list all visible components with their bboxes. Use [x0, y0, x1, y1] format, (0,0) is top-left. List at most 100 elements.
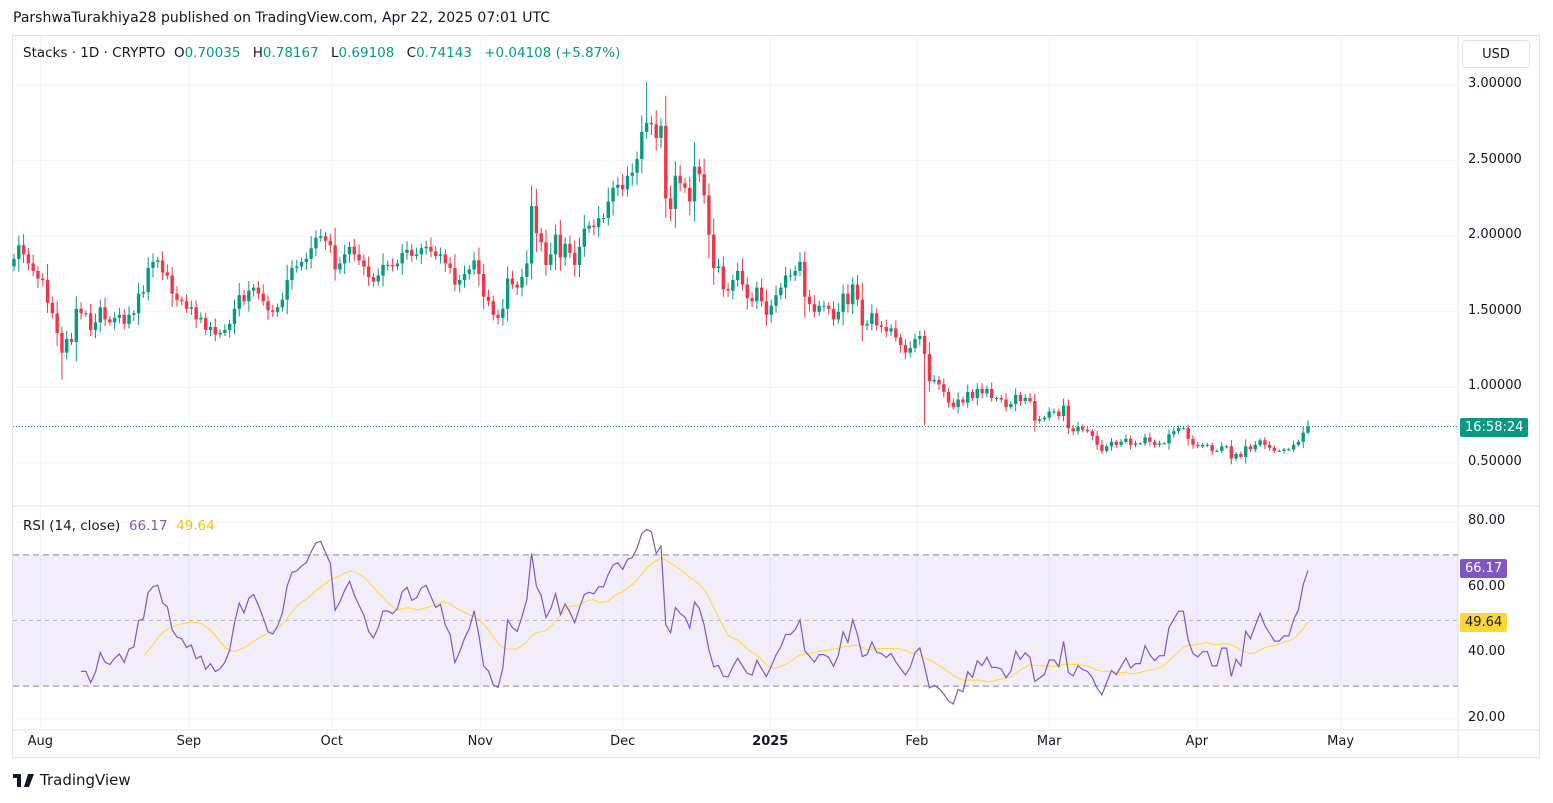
candle-body: [889, 328, 893, 332]
candle-body: [261, 293, 265, 302]
candle: [769, 299, 773, 323]
candle: [582, 214, 587, 257]
candle-body: [635, 159, 639, 173]
candle-body: [568, 243, 572, 253]
candle: [1258, 438, 1262, 447]
candle-body: [539, 233, 543, 243]
candle-body: [347, 246, 352, 255]
candle-body: [414, 254, 419, 256]
candle-body: [654, 124, 658, 138]
time-axis-label: Feb: [905, 734, 929, 749]
candle-body: [649, 122, 654, 125]
candle-body: [266, 301, 270, 311]
candle: [1282, 448, 1286, 454]
candle: [395, 259, 400, 271]
candle: [381, 253, 385, 287]
candle-body: [434, 251, 438, 256]
candle: [836, 302, 841, 324]
tradingview-logo[interactable]: TradingView: [13, 771, 131, 789]
candle-body: [390, 264, 395, 267]
candle-body: [491, 301, 495, 315]
candle: [1047, 407, 1051, 421]
candle-body: [731, 280, 735, 291]
candle-body: [1148, 437, 1152, 442]
candle: [36, 266, 40, 288]
candle: [558, 219, 563, 271]
candle-body: [443, 254, 448, 264]
candle: [314, 230, 318, 257]
candle-body: [937, 379, 941, 385]
candle: [927, 342, 932, 392]
candle: [1224, 444, 1229, 449]
candle: [45, 264, 50, 313]
candle-body: [683, 183, 687, 188]
candle-body: [1109, 441, 1114, 447]
candle: [961, 396, 965, 407]
candle: [922, 329, 927, 426]
candle: [721, 256, 726, 297]
candle-body: [851, 284, 855, 305]
candle-body: [779, 287, 783, 296]
candle-body: [692, 166, 697, 202]
candle: [1128, 435, 1133, 450]
symbol-title[interactable]: Stacks · 1D · CRYPTO: [23, 45, 166, 61]
logo-text: TradingView: [40, 771, 131, 789]
candle: [1200, 443, 1205, 448]
candle-body: [1215, 450, 1219, 452]
candle: [141, 285, 146, 299]
candle: [218, 329, 222, 339]
candle: [208, 321, 213, 337]
candle: [443, 249, 448, 273]
candle-body: [534, 205, 539, 234]
candle-body: [1018, 394, 1023, 402]
candle-body: [601, 218, 606, 220]
candle-body: [256, 287, 261, 294]
candle: [1052, 408, 1056, 415]
candle: [1028, 393, 1032, 404]
candle-body: [156, 260, 160, 262]
candle: [1291, 440, 1296, 453]
candle: [285, 264, 289, 315]
candle: [271, 304, 275, 317]
high-label: H: [252, 45, 263, 61]
candle: [1071, 425, 1075, 436]
candle: [807, 289, 812, 312]
candle: [712, 218, 716, 286]
candle-body: [942, 384, 946, 392]
candle-body: [625, 175, 630, 190]
candle-body: [472, 260, 476, 270]
candle-body: [831, 308, 836, 320]
candle: [549, 242, 553, 271]
candle-body: [577, 246, 582, 265]
candle-body: [376, 275, 380, 282]
candle: [1167, 429, 1171, 450]
rsi-title[interactable]: RSI (14, close): [23, 518, 121, 534]
candle: [774, 285, 778, 313]
high-value: 0.78167: [262, 45, 319, 61]
candle-body: [204, 317, 208, 330]
candle-body: [400, 252, 404, 264]
candle-body: [448, 263, 452, 268]
candle: [505, 266, 510, 322]
currency-button[interactable]: USD: [1462, 40, 1530, 68]
candle-body: [1291, 444, 1296, 450]
open-value: 0.70035: [184, 45, 241, 61]
candle: [937, 376, 941, 390]
candle: [688, 177, 692, 216]
candle-body: [381, 264, 385, 276]
candle: [1066, 399, 1071, 435]
candle-body: [827, 305, 831, 309]
candle-body: [1205, 444, 1210, 446]
candle: [1205, 442, 1210, 448]
candle-body: [136, 293, 141, 314]
candle-body: [841, 293, 845, 312]
candle: [1243, 439, 1248, 464]
candle: [620, 173, 625, 197]
candle-body: [1138, 443, 1142, 445]
candle: [491, 295, 495, 321]
candle-body: [1071, 428, 1075, 432]
candle-body: [735, 270, 740, 281]
candle-body: [1052, 411, 1056, 413]
candle-body: [1066, 405, 1071, 429]
